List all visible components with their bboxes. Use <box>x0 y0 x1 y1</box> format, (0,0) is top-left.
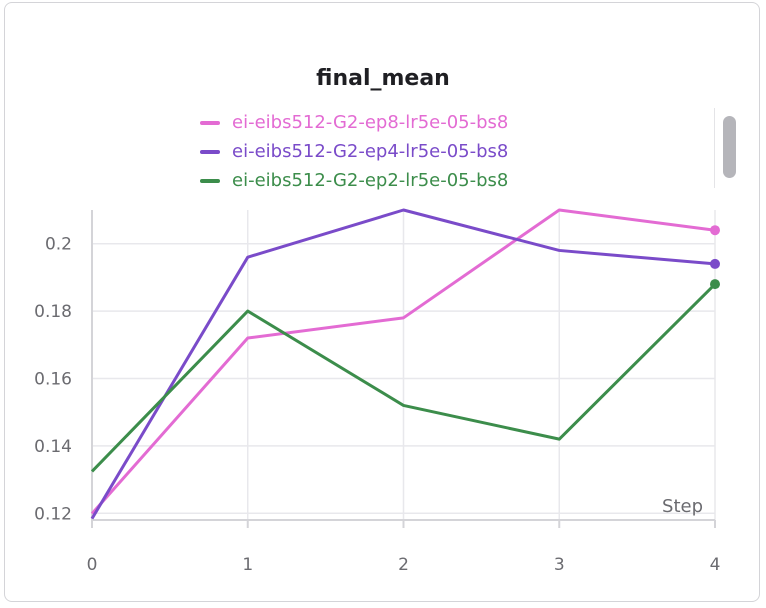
legend-swatch-ep4 <box>200 149 220 154</box>
y-tick-label-4: 0.2 <box>45 235 72 255</box>
chart-panel <box>4 2 760 602</box>
series-endpoint-ep8[interactable] <box>710 225 720 236</box>
legend-label-ep4: ei-eibs512-G2-ep4-lr5e-05-bs8 <box>232 141 509 162</box>
x-axis-label: Step <box>662 496 703 517</box>
series-line-ep4[interactable] <box>90 208 716 520</box>
legend-item-ep8[interactable]: ei-eibs512-G2-ep8-lr5e-05-bs8 <box>200 108 508 137</box>
chart-title: final_mean <box>316 66 450 91</box>
series-line-ep2[interactable] <box>90 283 717 473</box>
x-tick-label-2: 2 <box>398 555 409 575</box>
legend-item-ep4[interactable]: ei-eibs512-G2-ep4-lr5e-05-bs8 <box>200 137 508 166</box>
x-tick-label-4: 4 <box>710 555 721 575</box>
x-tick-label-0: 0 <box>87 555 98 575</box>
x-tick-label-1: 1 <box>242 555 253 575</box>
legend-label-ep8: ei-eibs512-G2-ep8-lr5e-05-bs8 <box>232 112 509 133</box>
y-tick-label-0: 0.12 <box>34 504 72 524</box>
legend-scroll-thumb[interactable] <box>723 116 736 178</box>
series-line-ep8[interactable] <box>90 208 716 515</box>
y-tick-label-1: 0.14 <box>34 437 72 457</box>
legend: ei-eibs512-G2-ep8-lr5e-05-bs8 ei-eibs512… <box>200 108 508 195</box>
legend-swatch-ep2 <box>200 178 220 183</box>
legend-scrollbar[interactable] <box>714 108 742 188</box>
legend-label-ep2: ei-eibs512-G2-ep2-lr5e-05-bs8 <box>232 170 509 191</box>
y-tick-label-3: 0.18 <box>34 302 72 322</box>
x-tick-label-3: 3 <box>554 555 565 575</box>
y-tick-label-2: 0.16 <box>34 369 72 389</box>
series-endpoint-ep2[interactable] <box>710 279 720 290</box>
series-endpoint-ep4[interactable] <box>710 258 720 269</box>
legend-item-ep2[interactable]: ei-eibs512-G2-ep2-lr5e-05-bs8 <box>200 166 508 195</box>
legend-swatch-ep8 <box>200 120 220 125</box>
